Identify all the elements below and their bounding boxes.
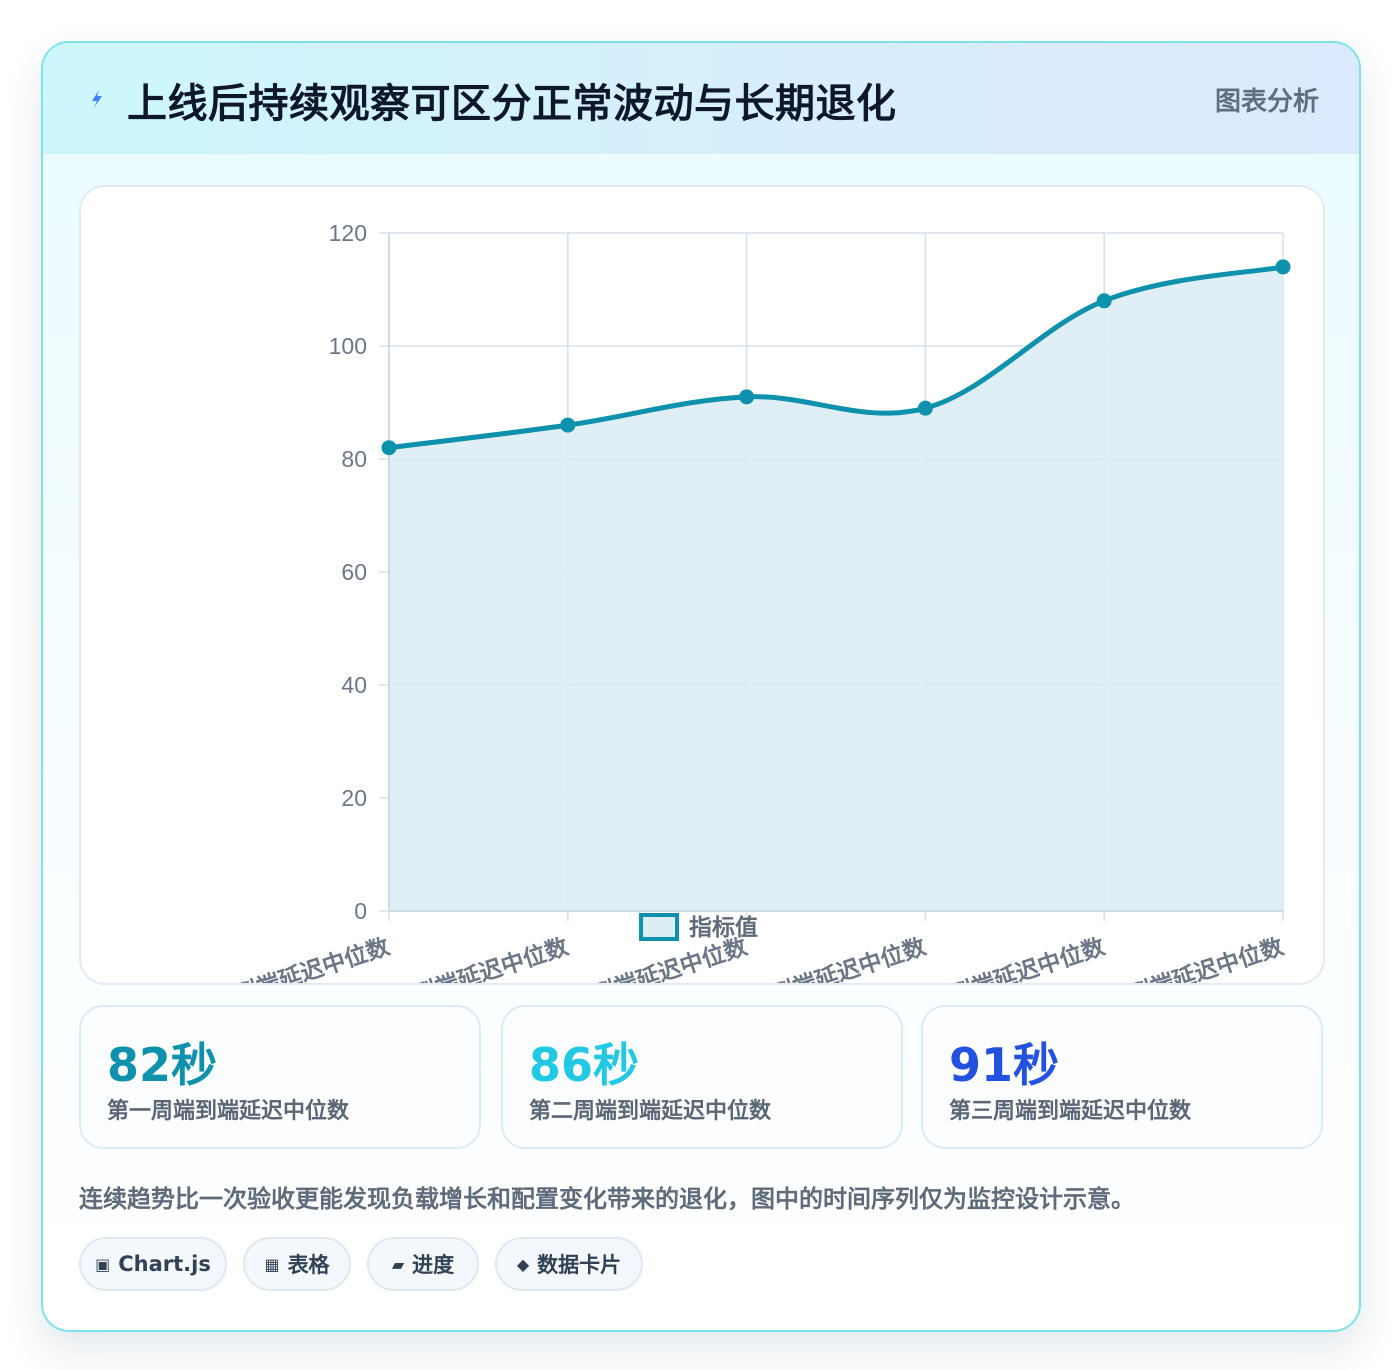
chip-data-card[interactable]: ◆ 数据卡片 xyxy=(495,1237,643,1291)
chip-label: Chart.js xyxy=(118,1252,211,1276)
page-title: 上线后持续观察可区分正常波动与长期退化 xyxy=(127,81,897,127)
progress-icon: ▰ xyxy=(391,1254,405,1274)
data-point xyxy=(739,389,755,405)
chip-chartjs[interactable]: ▣ Chart.js xyxy=(79,1237,227,1291)
series-area xyxy=(389,266,1283,911)
series-line xyxy=(386,264,1286,451)
stat-value: 82秒 xyxy=(107,1038,218,1092)
chip-label: 数据卡片 xyxy=(537,1253,622,1277)
stat-value: 86秒 xyxy=(529,1038,640,1092)
y-tick-label: 100 xyxy=(329,333,367,359)
y-tick-label: 0 xyxy=(354,898,367,924)
legend-label: 指标值 xyxy=(689,914,758,941)
chip-label: 表格 xyxy=(287,1253,330,1277)
chart-panel: 020406080100120第一周端到端延迟中位数第二周端到端延迟中位数第三周… xyxy=(79,185,1325,985)
y-tick-label: 80 xyxy=(341,446,367,472)
y-tick-label: 120 xyxy=(329,220,367,246)
chart-icon: ▣ xyxy=(95,1254,111,1274)
x-tick-label: 第一周端到端延迟中位数 xyxy=(144,933,394,983)
stat-label: 第二周端到端延迟中位数 xyxy=(529,1099,772,1124)
y-tick-label: 40 xyxy=(341,672,367,698)
stat-value: 91秒 xyxy=(949,1038,1060,1092)
table-icon: ▦ xyxy=(264,1254,280,1274)
stat-card-week3: 91秒 第三周端到端延迟中位数 xyxy=(921,1005,1323,1149)
data-point xyxy=(381,440,397,456)
category-tag: 图表分析 xyxy=(1214,87,1319,117)
analysis-card: 上线后持续观察可区分正常波动与长期退化 图表分析 0 20 40 60 80 100 120… xyxy=(41,41,1361,1332)
chip-label: 进度 xyxy=(412,1253,455,1277)
chip-progress[interactable]: ▰ 进度 xyxy=(367,1237,479,1291)
data-point xyxy=(1275,259,1291,275)
stat-card-week1: 82秒 第一周端到端延迟中位数 xyxy=(79,1005,481,1149)
stat-label: 第一周端到端延迟中位数 xyxy=(107,1099,350,1124)
lightning-icon xyxy=(92,90,102,108)
line-chart: 020406080100120第一周端到端延迟中位数第二周端到端延迟中位数第三周… xyxy=(144,220,1291,983)
legend-swatch xyxy=(639,913,679,941)
stat-label: 第三周端到端延迟中位数 xyxy=(949,1099,1192,1124)
data-point xyxy=(1096,293,1112,309)
stat-card-week2: 86秒 第二周端到端延迟中位数 xyxy=(501,1005,903,1149)
y-tick-label: 20 xyxy=(341,785,367,811)
y-tick-label: 60 xyxy=(341,559,367,585)
diamond-icon: ◆ xyxy=(516,1254,530,1274)
card-header: 上线后持续观察可区分正常波动与长期退化 图表分析 xyxy=(43,43,1359,154)
chip-table[interactable]: ▦ 表格 xyxy=(243,1237,351,1291)
chart-description: 连续趋势比一次验收更能发现负载增长和配置变化带来的退化，图中的时间序列仅为监控设… xyxy=(79,1185,1135,1213)
data-point xyxy=(917,400,933,416)
data-point xyxy=(560,417,576,433)
